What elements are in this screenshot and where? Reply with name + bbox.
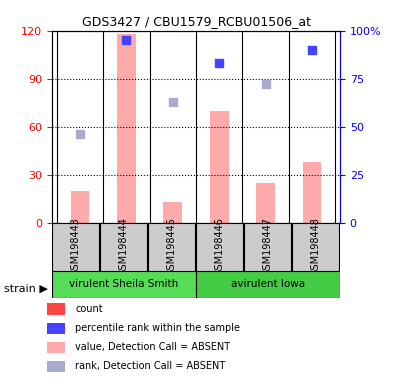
Text: strain ▶: strain ▶	[4, 284, 48, 294]
Title: GDS3427 / CBU1579_RCBU01506_at: GDS3427 / CBU1579_RCBU01506_at	[82, 15, 310, 28]
Text: virulent Sheila Smith: virulent Sheila Smith	[69, 279, 178, 289]
Bar	[47, 323, 65, 334]
Point	[170, 99, 176, 105]
Bar	[210, 111, 228, 223]
Bar	[47, 303, 65, 315]
FancyBboxPatch shape	[196, 271, 340, 298]
FancyBboxPatch shape	[148, 223, 195, 271]
FancyBboxPatch shape	[244, 223, 291, 271]
Bar	[47, 342, 65, 353]
Text: GSM198443: GSM198443	[70, 217, 80, 276]
Bar	[303, 162, 322, 223]
Text: value, Detection Call = ABSENT: value, Detection Call = ABSENT	[75, 342, 230, 352]
Point	[216, 60, 222, 66]
Point	[262, 81, 269, 88]
FancyBboxPatch shape	[52, 223, 99, 271]
Point	[123, 37, 130, 43]
Text: count: count	[75, 304, 103, 314]
Point	[77, 131, 83, 137]
Text: GSM198448: GSM198448	[310, 217, 320, 276]
Text: GSM198444: GSM198444	[118, 217, 128, 276]
Text: GSM198445: GSM198445	[166, 217, 176, 276]
Text: GSM198447: GSM198447	[262, 217, 272, 276]
Bar	[117, 34, 136, 223]
Text: GSM198446: GSM198446	[214, 217, 224, 276]
Bar	[47, 361, 65, 372]
FancyBboxPatch shape	[100, 223, 147, 271]
Bar	[164, 202, 182, 223]
FancyBboxPatch shape	[196, 223, 243, 271]
Bar	[70, 191, 89, 223]
Text: avirulent Iowa: avirulent Iowa	[231, 279, 305, 289]
Point	[309, 47, 315, 53]
FancyBboxPatch shape	[292, 223, 339, 271]
FancyBboxPatch shape	[52, 271, 196, 298]
Text: rank, Detection Call = ABSENT: rank, Detection Call = ABSENT	[75, 361, 226, 371]
Bar	[256, 183, 275, 223]
Text: percentile rank within the sample: percentile rank within the sample	[75, 323, 240, 333]
